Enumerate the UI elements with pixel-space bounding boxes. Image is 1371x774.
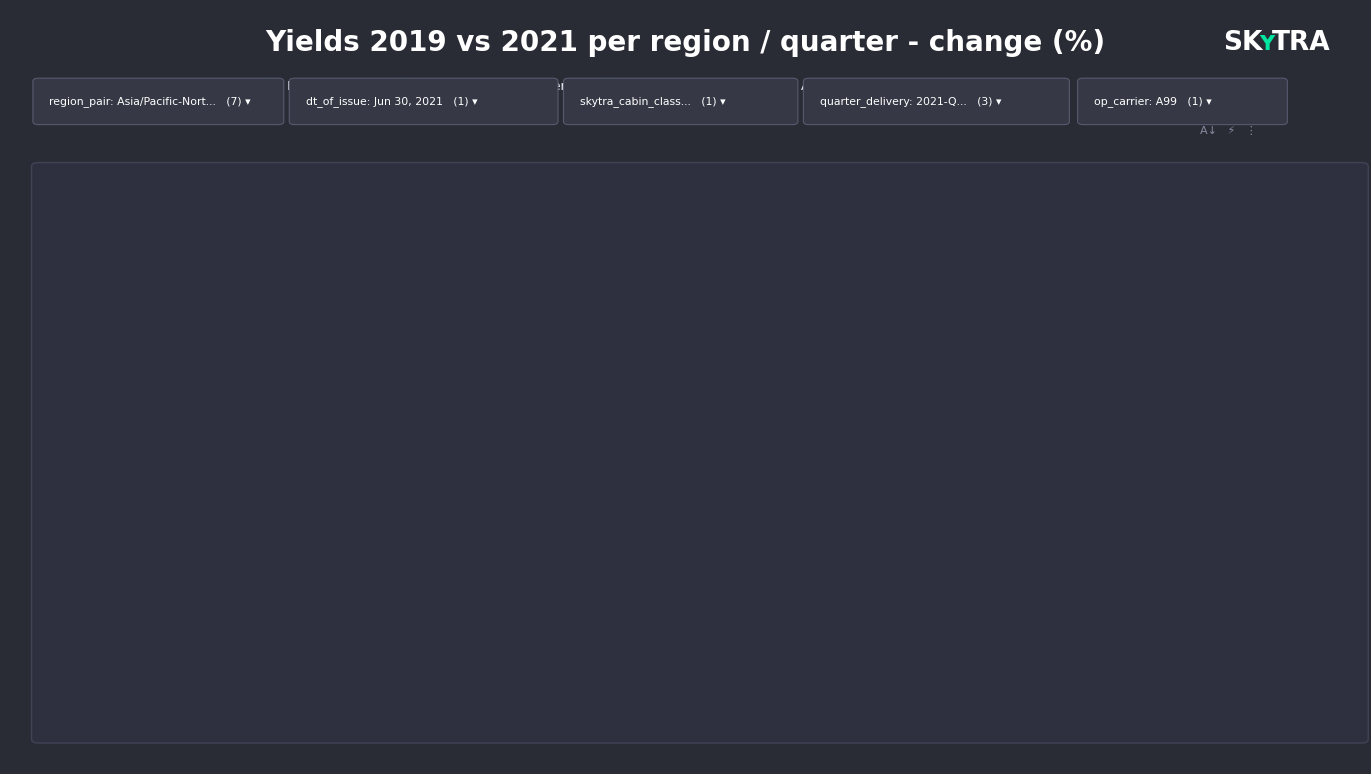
Bar	[424, 423, 469, 489]
Bar	[971, 489, 1016, 551]
Bar	[1069, 489, 1116, 542]
Bar	[1219, 409, 1265, 489]
Text: A↓   ⚡   ⋮: A↓ ⚡ ⋮	[1200, 126, 1256, 135]
Bar	[622, 423, 668, 489]
Text: TRA: TRA	[1272, 29, 1331, 56]
Text: region_pair: Asia/Pacific-Nort...   (7) ▾: region_pair: Asia/Pacific-Nort... (7) ▾	[49, 96, 251, 107]
Bar	[672, 489, 718, 533]
Bar	[821, 411, 866, 489]
Bar	[274, 489, 319, 533]
Text: dt_of_issue: Jun 30, 2021   (1) ▾: dt_of_issue: Jun 30, 2021 (1) ▾	[306, 96, 477, 107]
Text: SK: SK	[1223, 29, 1263, 56]
Text: op_carrier: A99   (1) ▾: op_carrier: A99 (1) ▾	[1094, 96, 1212, 107]
Bar	[573, 489, 618, 560]
Bar	[225, 489, 270, 514]
Text: skytra_cabin_class...   (1) ▾: skytra_cabin_class... (1) ▾	[580, 96, 725, 107]
Legend: North America-North America, Asia/Pacific-Asia/Pacific, Europe-Europe, Asia/Paci: North America-North America, Asia/Pacifi…	[36, 76, 923, 116]
Text: ʏ: ʏ	[1257, 29, 1276, 56]
Text: Yields 2019 vs 2021 per region / quarter - change (%): Yields 2019 vs 2021 per region / quarter…	[266, 29, 1105, 57]
Bar	[324, 489, 370, 562]
Bar	[721, 489, 768, 587]
Bar	[373, 439, 420, 489]
Bar	[174, 489, 221, 633]
Bar	[772, 391, 817, 489]
Text: quarter_delivery: 2021-Q...   (3) ▾: quarter_delivery: 2021-Q... (3) ▾	[820, 96, 1001, 107]
Bar	[1020, 350, 1067, 489]
Bar	[1120, 489, 1165, 544]
Bar	[1169, 482, 1215, 489]
